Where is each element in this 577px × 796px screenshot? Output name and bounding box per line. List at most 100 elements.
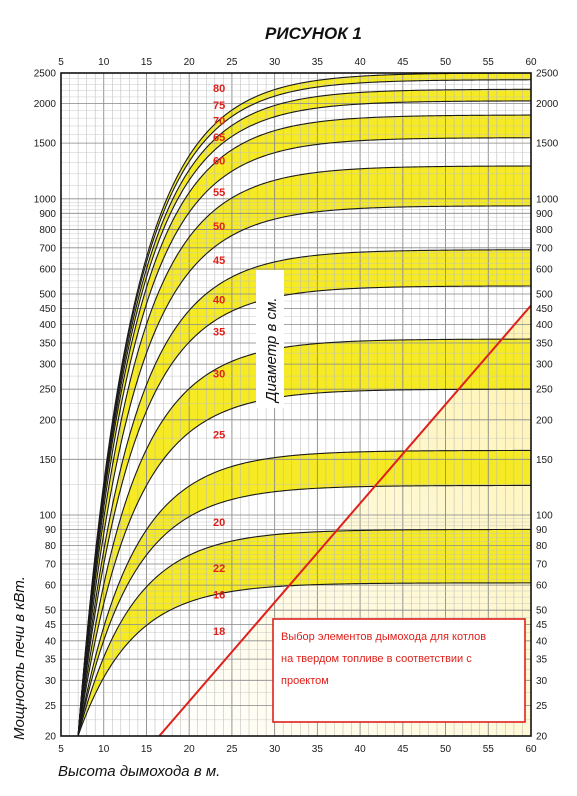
chart-title: РИСУНОК 1 — [265, 24, 362, 43]
y-tick-label-right: 35 — [536, 655, 548, 666]
y-tick-label-right: 100 — [536, 511, 553, 522]
x-tick-label-top: 60 — [525, 57, 537, 68]
diameter-curve-20 — [77, 484, 531, 736]
y-tick-label-right: 1500 — [536, 139, 559, 150]
diameter-band-20 — [78, 450, 531, 736]
y-tick-label-left: 45 — [45, 620, 57, 631]
y-tick-label-right: 70 — [536, 559, 548, 570]
x-tick-label-bottom: 20 — [184, 744, 196, 755]
x-tick-label-bottom: 50 — [440, 744, 452, 755]
diameter-curve-35 — [77, 285, 531, 736]
note-text: Выбор элементов дымохода для котлов — [281, 631, 486, 643]
y-tick-label-right: 50 — [536, 606, 548, 617]
x-tick-label-top: 45 — [397, 57, 409, 68]
y-tick-label-left: 700 — [39, 243, 56, 254]
y-tick-label-right: 30 — [536, 676, 548, 687]
y-tick-label-left: 70 — [45, 559, 57, 570]
y-tick-label-right: 300 — [536, 360, 553, 371]
y-tick-label-left: 300 — [39, 360, 56, 371]
diameter-curve-30 — [77, 338, 531, 736]
y-tick-label-left: 90 — [45, 525, 57, 536]
x-tick-label-bottom: 45 — [397, 744, 409, 755]
y-tick-label-left: 1500 — [34, 139, 57, 150]
y-tick-label-left: 800 — [39, 225, 56, 236]
diameter-curve-16 — [77, 582, 531, 736]
note-box — [272, 618, 526, 723]
y-tick-label-left: 200 — [39, 415, 56, 426]
y-tick-label-left: 30 — [45, 676, 57, 687]
diameter-label: 60 — [213, 156, 225, 168]
diameter-curve-45 — [77, 205, 531, 736]
y-tick-label-right: 25 — [536, 701, 548, 712]
y-tick-label-left: 350 — [39, 338, 56, 349]
x-tick-label-bottom: 25 — [226, 744, 238, 755]
note-text: на твердом топливе в соответствии с — [281, 653, 472, 665]
y-tick-label-right: 150 — [536, 455, 553, 466]
y-tick-label-left: 60 — [45, 581, 57, 592]
y-tick-label-right: 2000 — [536, 99, 559, 110]
y-tick-label-right: 200 — [536, 415, 553, 426]
y-tick-label-right: 45 — [536, 620, 548, 631]
y-tick-label-left: 250 — [39, 385, 56, 396]
y-tick-label-left: 900 — [39, 209, 56, 220]
y-tick-label-right: 500 — [536, 290, 553, 301]
diameter-curve-25 — [77, 388, 531, 736]
y-tick-label-right: 450 — [536, 304, 553, 315]
diameter-label: 18 — [213, 626, 225, 638]
x-tick-label-top: 30 — [269, 57, 281, 68]
diameter-label: 25 — [213, 429, 225, 441]
note-text: проектом — [281, 675, 329, 687]
diameter-axis-label-box — [256, 270, 284, 408]
x-tick-label-bottom: 15 — [141, 744, 153, 755]
y-tick-label-right: 20 — [536, 732, 548, 743]
y-tick-label-right: 800 — [536, 225, 553, 236]
diameter-band-25 — [78, 339, 531, 736]
y-tick-label-left: 80 — [45, 541, 57, 552]
plot-frame — [60, 72, 532, 737]
diameter-curve-22 — [77, 449, 531, 736]
x-tick-label-top: 35 — [312, 57, 324, 68]
x-tick-label-top: 40 — [355, 57, 367, 68]
diameter-label: 22 — [213, 563, 225, 575]
diameter-label: 45 — [213, 255, 225, 267]
y-tick-label-right: 1000 — [536, 194, 559, 205]
y-tick-label-right: 60 — [536, 581, 548, 592]
x-tick-label-top: 55 — [483, 57, 495, 68]
diameter-curve-70 — [77, 88, 531, 736]
limit-line — [158, 304, 531, 736]
diameter-curve-40 — [77, 249, 531, 736]
diameter-label: 35 — [213, 327, 225, 339]
diameter-label: 75 — [213, 100, 225, 112]
diameter-curve-18 — [77, 528, 531, 736]
diameter-label: 55 — [213, 187, 225, 199]
diameter-label: 40 — [213, 295, 225, 307]
diameter-label: 70 — [213, 115, 225, 127]
x-tick-label-top: 50 — [440, 57, 452, 68]
diameter-axis-label: Диаметр в см. — [263, 298, 280, 405]
diameter-label: 20 — [213, 517, 225, 529]
y-tick-label-right: 600 — [536, 264, 553, 275]
diameter-label: 50 — [213, 221, 225, 233]
x-tick-label-top: 25 — [226, 57, 238, 68]
x-tick-label-bottom: 60 — [525, 744, 537, 755]
diameter-label: 80 — [213, 83, 225, 95]
x-tick-label-top: 5 — [58, 57, 64, 68]
y-tick-label-left: 35 — [45, 655, 57, 666]
x-tick-label-bottom: 10 — [98, 744, 110, 755]
y-tick-label-right: 900 — [536, 209, 553, 220]
diameter-curve-55 — [77, 137, 531, 736]
diameter-label: 16 — [213, 590, 225, 602]
y-tick-label-left: 500 — [39, 290, 56, 301]
x-tick-label-top: 10 — [98, 57, 110, 68]
y-tick-label-left: 600 — [39, 264, 56, 275]
diameter-label: 30 — [213, 369, 225, 381]
diameter-curve-75 — [77, 79, 531, 736]
y-tick-label-left: 100 — [39, 511, 56, 522]
y-tick-label-right: 250 — [536, 385, 553, 396]
x-tick-label-bottom: 30 — [269, 744, 281, 755]
y-tick-label-left: 400 — [39, 320, 56, 331]
diameter-curve-65 — [77, 100, 531, 736]
diameter-band-16 — [78, 529, 531, 736]
x-tick-label-bottom: 35 — [312, 744, 324, 755]
x-tick-label-top: 15 — [141, 57, 153, 68]
